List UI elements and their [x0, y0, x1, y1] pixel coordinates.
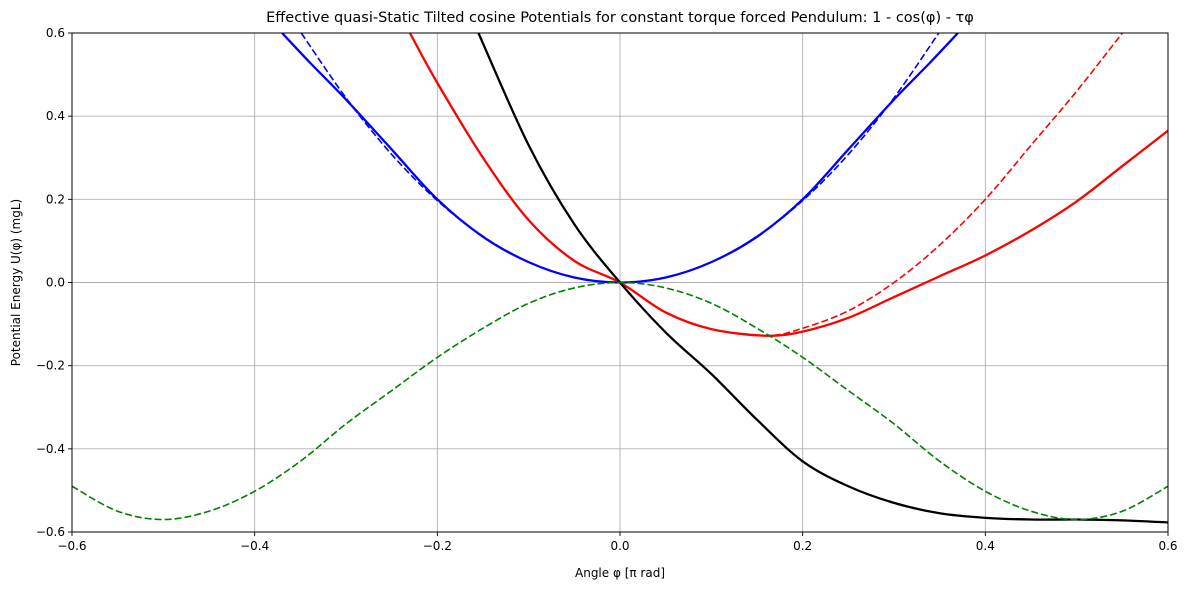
series-green-dashed-line [72, 281, 1168, 521]
axis-ticks: −0.6 −0.4 −0.2 0.0 0.2 0.4 0.6 −0.6 −0.4 −0.2 0.0 0… [36, 26, 1178, 553]
series-black-solid-line [477, 33, 1168, 524]
y-tick-label: −0.6 [36, 525, 65, 539]
x-tick-label: −0.6 [57, 539, 86, 553]
y-axis-label: Potential Energy U(φ) (mgL) [9, 199, 23, 366]
y-tick-label: 0.0 [46, 276, 65, 290]
series-group [72, 33, 1168, 524]
series-red-dashed-line [409, 33, 1123, 337]
chart-title: Effective quasi-Static Tilted cosine Pot… [266, 10, 974, 26]
x-tick-label: −0.4 [240, 539, 269, 553]
y-tick-label: −0.2 [36, 359, 65, 373]
x-tick-label: 0.6 [1158, 539, 1177, 553]
x-tick-label: 0.0 [610, 539, 629, 553]
y-tick-label: 0.4 [46, 109, 65, 123]
x-tick-label: 0.2 [793, 539, 812, 553]
y-tick-label: 0.6 [46, 26, 65, 40]
series-red-solid-line [408, 33, 1168, 337]
x-axis-label: Angle φ [π rad] [575, 566, 665, 580]
y-tick-label: −0.4 [36, 442, 65, 456]
y-tick-label: 0.2 [46, 192, 65, 206]
x-tick-label: 0.4 [976, 539, 995, 553]
x-tick-label: −0.2 [423, 539, 452, 553]
